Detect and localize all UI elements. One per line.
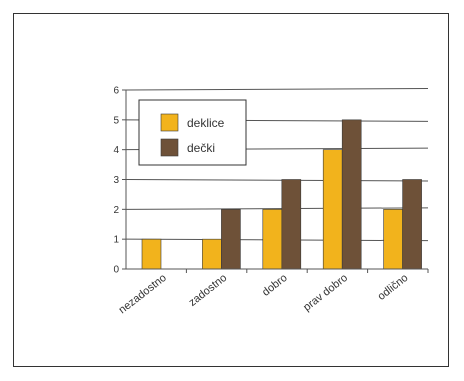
bar-decki-3 xyxy=(341,119,362,270)
legend-box xyxy=(138,99,247,166)
gridline-3 xyxy=(125,179,429,182)
bar-decki-4 xyxy=(402,179,422,270)
legend-label-decki: dečki xyxy=(187,141,215,155)
legend-label-deklice: deklice xyxy=(187,116,225,130)
bar-decki-1 xyxy=(221,209,241,270)
x-tick-label-1: zadostno xyxy=(187,272,230,309)
x-tick-label-0: nezadostno xyxy=(117,272,169,316)
y-tick-label-5: 5 xyxy=(113,115,119,126)
gridline-6 xyxy=(125,88,429,91)
bar-decki-2 xyxy=(281,179,302,270)
y-tick-label-3: 3 xyxy=(113,175,119,186)
bar-deklice-3 xyxy=(322,149,343,270)
chart-frame xyxy=(13,13,449,367)
y-tick-label-6: 6 xyxy=(113,86,119,97)
legend-swatch-deklice xyxy=(160,113,179,132)
x-tick-label-4: odlično xyxy=(376,272,411,303)
y-tick-label-4: 4 xyxy=(113,145,119,156)
y-tick-label-0: 0 xyxy=(113,265,119,276)
bar-deklice-1 xyxy=(202,238,222,270)
y-tick-label-1: 1 xyxy=(113,235,119,246)
x-tick-label-2: dobro xyxy=(260,272,290,299)
y-tick-label-2: 2 xyxy=(113,205,119,216)
legend-swatch-decki xyxy=(160,138,179,157)
bar-deklice-2 xyxy=(262,209,283,270)
bar-deklice-0 xyxy=(141,238,162,270)
x-tick-label-3: prav dobro xyxy=(301,272,350,314)
bar-deklice-4 xyxy=(383,209,403,270)
gridline-2 xyxy=(125,207,429,210)
